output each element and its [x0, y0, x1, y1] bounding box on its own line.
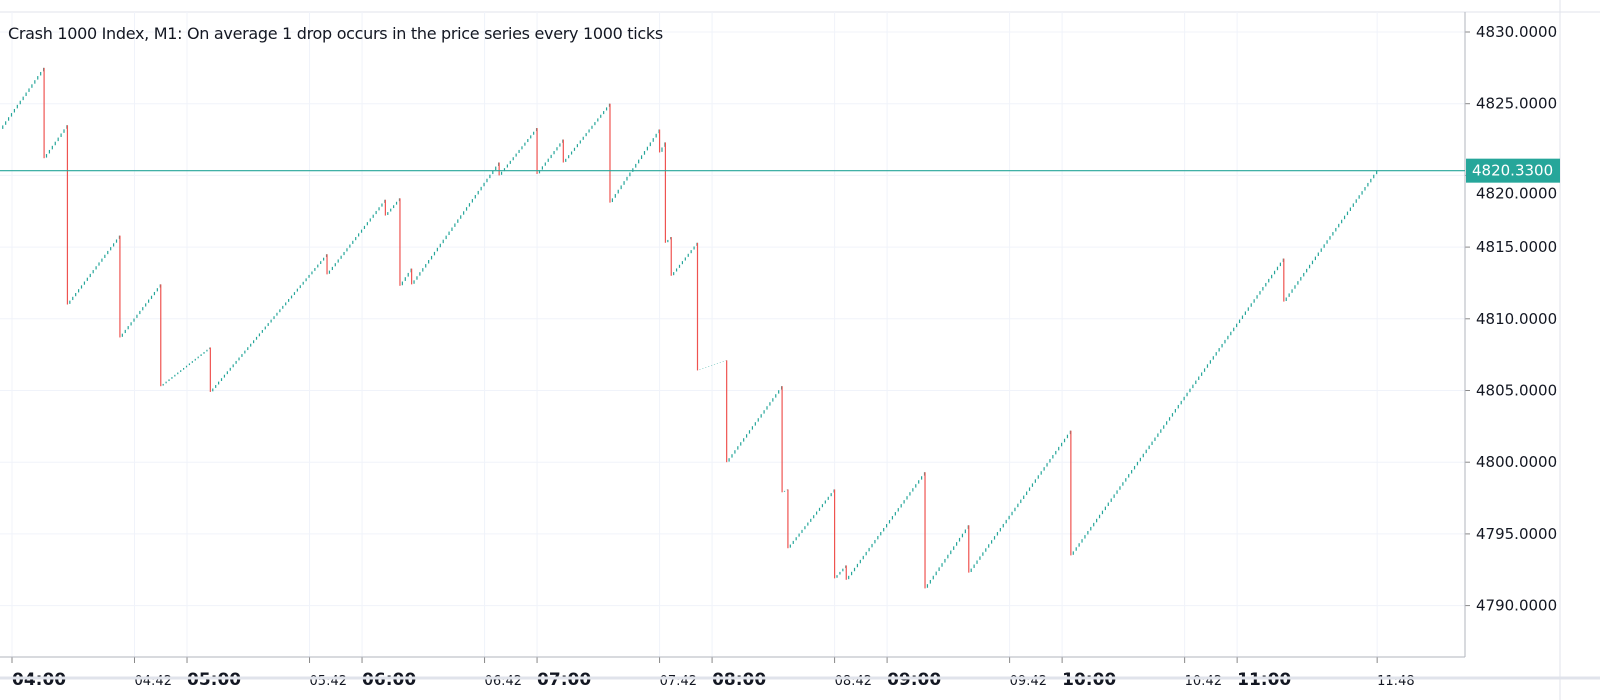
y-tick-label: 4820.0000: [1476, 185, 1557, 203]
x-tick-label: 04:42: [135, 674, 172, 689]
x-tick-label: 11:48: [1377, 674, 1414, 689]
x-tick-label: 10:42: [1185, 674, 1222, 689]
x-tick-label: 06:42: [485, 674, 522, 689]
last-price-label: 4820.3300: [1472, 162, 1553, 180]
x-tick-label: 09:42: [1010, 674, 1047, 689]
x-tick-label: 04:00: [12, 670, 66, 690]
y-tick-label: 4815.0000: [1476, 238, 1557, 256]
last-price-badge: [1466, 158, 1560, 183]
x-tick-label: 07:42: [660, 674, 697, 689]
chart-title: Crash 1000 Index, M1: On average 1 drop …: [8, 24, 663, 43]
x-tick-label: 07:00: [537, 670, 591, 690]
y-tick-label: 4825.0000: [1476, 95, 1557, 113]
x-tick-label: 05:00: [187, 670, 241, 690]
x-tick-label: 08:00: [712, 670, 766, 690]
x-tick-label: 06:00: [362, 670, 416, 690]
x-tick-label: 11:00: [1237, 670, 1291, 690]
y-tick-label: 4790.0000: [1476, 597, 1557, 615]
y-tick-label: 4805.0000: [1476, 382, 1557, 400]
y-tick-label: 4800.0000: [1476, 453, 1557, 471]
x-tick-label: 09:00: [887, 670, 941, 690]
y-tick-label: 4795.0000: [1476, 525, 1557, 543]
x-tick-label: 10:00: [1062, 670, 1116, 690]
x-tick-label: 05:42: [310, 674, 347, 689]
x-tick-label: 08:42: [835, 674, 872, 689]
y-tick-label: 4830.0000: [1476, 23, 1557, 41]
y-tick-label: 4810.0000: [1476, 310, 1557, 328]
